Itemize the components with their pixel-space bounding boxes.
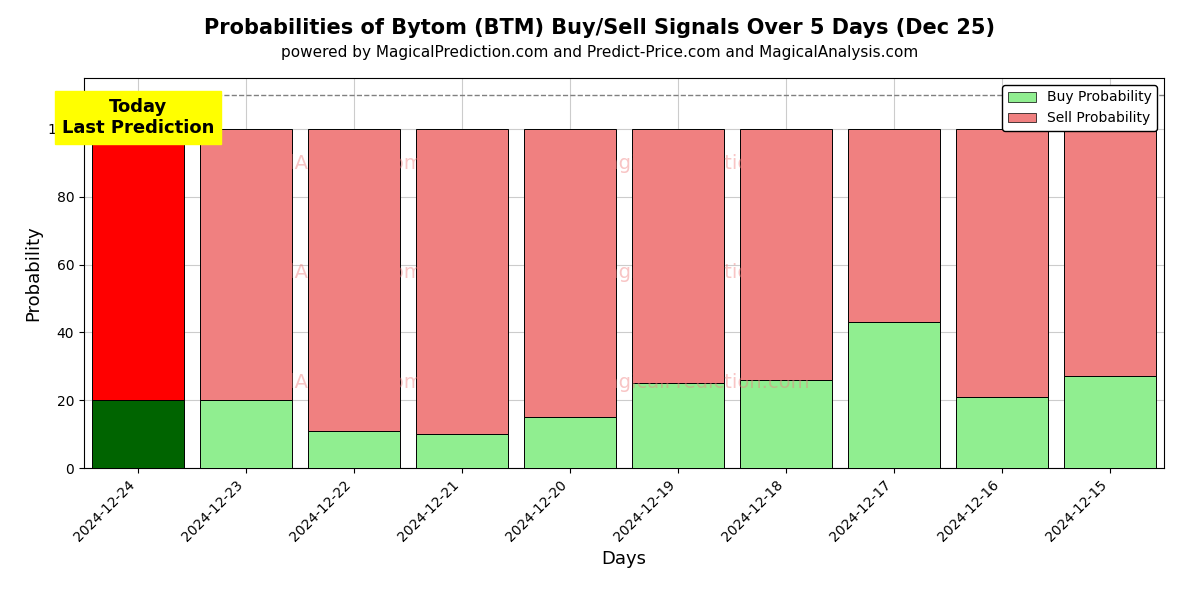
Bar [416,434,508,468]
Bar [308,431,400,468]
Bar [956,397,1048,468]
Bar [200,129,292,400]
Bar [308,129,400,431]
Bar [632,129,724,383]
Bar [740,380,832,468]
Bar [1064,129,1156,376]
Bar [200,400,292,468]
Bar [632,383,724,468]
Text: MagicalAnalysis.com: MagicalAnalysis.com [221,154,422,173]
Bar [416,129,508,434]
Bar [524,417,616,468]
Bar [848,129,940,322]
Text: MagicalPrediction.com: MagicalPrediction.com [590,263,809,283]
Text: MagicalAnalysis.com: MagicalAnalysis.com [221,373,422,392]
Text: Probabilities of Bytom (BTM) Buy/Sell Signals Over 5 Days (Dec 25): Probabilities of Bytom (BTM) Buy/Sell Si… [204,18,996,38]
Bar [848,322,940,468]
Bar [956,129,1048,397]
Bar [524,129,616,417]
Bar [92,129,184,400]
Bar [92,400,184,468]
Text: Today
Last Prediction: Today Last Prediction [62,98,214,137]
Text: MagicalPrediction.com: MagicalPrediction.com [590,154,809,173]
Y-axis label: Probability: Probability [24,225,42,321]
Legend: Buy Probability, Sell Probability: Buy Probability, Sell Probability [1002,85,1157,131]
Bar [740,129,832,380]
Text: MagicalAnalysis.com: MagicalAnalysis.com [221,263,422,283]
Bar [1064,376,1156,468]
X-axis label: Days: Days [601,550,647,568]
Text: powered by MagicalPrediction.com and Predict-Price.com and MagicalAnalysis.com: powered by MagicalPrediction.com and Pre… [281,45,919,60]
Text: MagicalPrediction.com: MagicalPrediction.com [590,373,809,392]
